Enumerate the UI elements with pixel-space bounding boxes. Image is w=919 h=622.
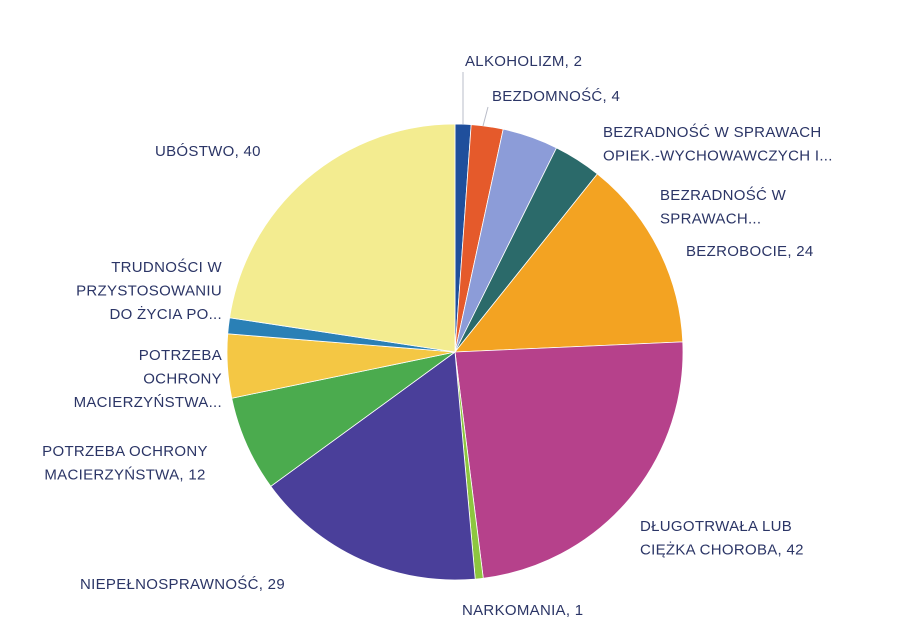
slice-label: BEZRADNOŚĆ W SPRAWACH xyxy=(603,123,822,141)
slice-label: NIEPEŁNOSPRAWNOŚĆ, 29 xyxy=(80,575,285,593)
slice-label: OPIEK.-WYCHOWAWCZYCH I... xyxy=(603,147,833,164)
slice-label: PRZYSTOSOWANIU xyxy=(76,282,222,299)
slice-label: NARKOMANIA, 1 xyxy=(462,602,583,619)
slice-label: POTRZEBA OCHRONY xyxy=(42,443,208,460)
slice-label: SPRAWACH... xyxy=(660,210,761,227)
slice-label: DO ŻYCIA PO... xyxy=(109,305,222,323)
slice-label: POTRZEBA xyxy=(139,347,222,364)
slice-label: TRUDNOŚCI W xyxy=(111,258,222,276)
pie-slice xyxy=(229,123,456,353)
slice-label: MACIERZYŃSTWA... xyxy=(74,394,222,411)
pie-slice xyxy=(454,341,684,579)
slice-label: OCHRONY xyxy=(143,370,222,387)
pie-slice xyxy=(454,173,684,353)
leader-line xyxy=(482,106,489,127)
slice-label: ALKOHOLIZM, 2 xyxy=(465,53,582,70)
slice-label: BEZROBOCIE, 24 xyxy=(686,243,814,260)
slice-label: DŁUGOTRWAŁA LUB xyxy=(640,518,792,535)
slice-label: BEZRADNOŚĆ W xyxy=(660,186,787,204)
slice-label: MACIERZYŃSTWA, 12 xyxy=(44,466,205,483)
slice-label: UBÓSTWO, 40 xyxy=(155,143,261,160)
slice-label: CIĘŻKA CHOROBA, 42 xyxy=(640,540,804,558)
slice-label: BEZDOMNOŚĆ, 4 xyxy=(492,87,620,105)
pie-slice xyxy=(270,351,476,581)
